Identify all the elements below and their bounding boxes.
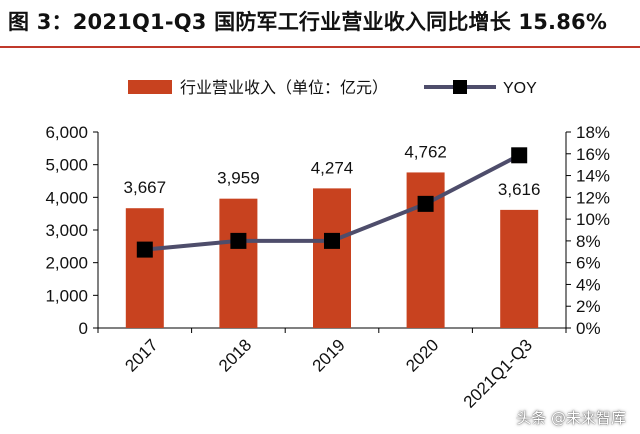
bar <box>500 209 539 328</box>
y-left-tick-label: 2,000 <box>45 254 88 273</box>
yoy-point <box>417 195 434 212</box>
y-left-tick-label: 0 <box>79 319 88 338</box>
y-left-tick-label: 3,000 <box>45 221 88 240</box>
bar-value-label: 3,667 <box>124 178 167 197</box>
y-right-tick-label: 4% <box>576 275 601 294</box>
bar <box>125 208 164 328</box>
x-tick-label: 2020 <box>402 335 442 375</box>
yoy-point <box>230 232 247 249</box>
watermark: 头条 @未来智库 <box>516 409 626 427</box>
x-tick-label: 2019 <box>309 335 349 375</box>
y-right-tick-label: 16% <box>576 145 610 164</box>
y-right-tick-label: 0% <box>576 319 601 338</box>
x-tick-label: 2021Q1-Q3 <box>460 335 536 411</box>
y-left-tick-label: 1,000 <box>45 286 88 305</box>
legend-bar-label: 行业营业收入（单位：亿元） <box>180 79 388 97</box>
y-right-tick-label: 18% <box>576 123 610 142</box>
legend-line-marker <box>453 80 467 94</box>
y-right-tick-label: 10% <box>576 210 610 229</box>
bar <box>219 198 258 328</box>
yoy-point <box>324 232 340 249</box>
bar-value-label: 3,616 <box>498 180 541 199</box>
y-right-tick-label: 2% <box>576 297 601 316</box>
figure-title: 图 3：2021Q1-Q3 国防军工行业营业收入同比增长 15.86% <box>8 10 608 34</box>
yoy-point <box>136 241 153 258</box>
bar <box>313 188 351 328</box>
x-tick-label: 2018 <box>215 335 255 375</box>
y-right-tick-label: 8% <box>576 232 601 251</box>
bar-value-label: 3,959 <box>217 169 260 188</box>
y-left-tick-label: 4,000 <box>45 188 88 207</box>
bar-value-label: 4,762 <box>404 142 447 161</box>
yoy-point <box>511 147 528 164</box>
y-right-tick-label: 12% <box>576 188 610 207</box>
y-left-tick-label: 5,000 <box>45 156 88 175</box>
bar-value-label: 4,274 <box>311 158 354 177</box>
y-right-tick-label: 6% <box>576 254 601 273</box>
y-right-tick-label: 14% <box>576 167 610 186</box>
legend-bar-swatch <box>128 80 172 94</box>
legend-line-label: YOY <box>503 80 537 97</box>
title-rule <box>0 46 640 48</box>
x-tick-label: 2017 <box>121 335 161 375</box>
y-left-tick-label: 6,000 <box>45 123 88 142</box>
